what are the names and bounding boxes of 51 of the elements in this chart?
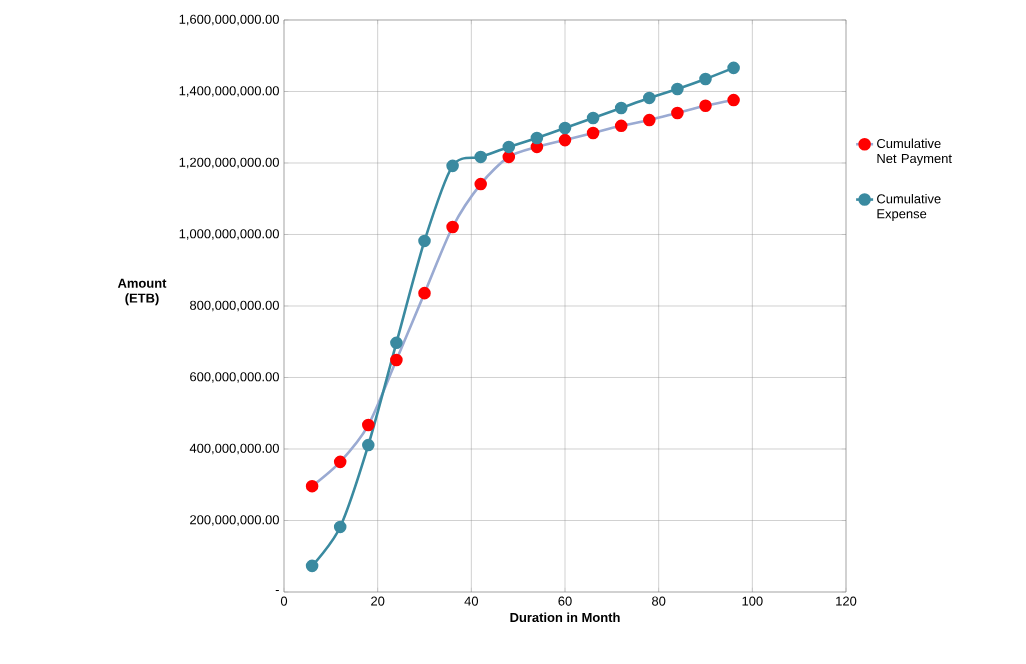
x-tick-label: 80 (652, 596, 666, 606)
point (446, 220, 459, 234)
point (699, 99, 712, 113)
point (727, 93, 740, 107)
x-tick-label: 120 (836, 596, 857, 606)
y-tick-label: 200,000,000.00 (190, 515, 279, 526)
legend-label: Cumulative Expense (877, 193, 941, 221)
point (390, 353, 403, 367)
point (530, 131, 544, 145)
y-tick-label: - (275, 590, 279, 592)
point (671, 82, 684, 96)
point (586, 126, 600, 140)
point (727, 61, 740, 75)
y-tick-label: 1,200,000,000.00 (179, 157, 279, 169)
point (305, 559, 319, 573)
point (418, 286, 431, 300)
legend-label: Cumulative Net Payment (877, 138, 952, 166)
x-tick-label: 60 (558, 596, 572, 606)
x-axis-title: Duration in Month (510, 612, 620, 623)
point (643, 113, 656, 127)
point (558, 121, 572, 135)
x-tick-label: 40 (464, 596, 479, 606)
point (474, 150, 487, 164)
y-tick-label: 1,400,000,000.00 (179, 86, 279, 97)
point (586, 111, 600, 125)
point (333, 520, 347, 534)
x-tick-label: 0 (280, 596, 288, 606)
y-tick-label: 800,000,000.00 (190, 300, 279, 312)
point (362, 438, 375, 452)
x-tick-label: 100 (742, 596, 763, 606)
point (671, 106, 684, 120)
x-tick-label: 20 (371, 596, 385, 606)
point (614, 119, 628, 133)
point (362, 418, 375, 432)
y-tick-label: 400,000,000.00 (189, 443, 279, 455)
point (699, 72, 712, 86)
y-axis-title: Amount (ETB) (117, 278, 167, 306)
y-tick-label: 1,600,000,000.00 (179, 14, 279, 26)
point (390, 336, 403, 350)
point (474, 177, 487, 191)
point (418, 234, 431, 248)
point (502, 150, 516, 164)
point (502, 140, 516, 154)
point (614, 101, 628, 115)
y-tick-label: 1,000,000,000.00 (179, 229, 279, 240)
y-tick-label: 600,000,000.00 (190, 372, 279, 383)
point (446, 159, 459, 173)
point (333, 455, 347, 469)
point (643, 91, 656, 105)
point (305, 479, 319, 493)
point (558, 133, 572, 147)
